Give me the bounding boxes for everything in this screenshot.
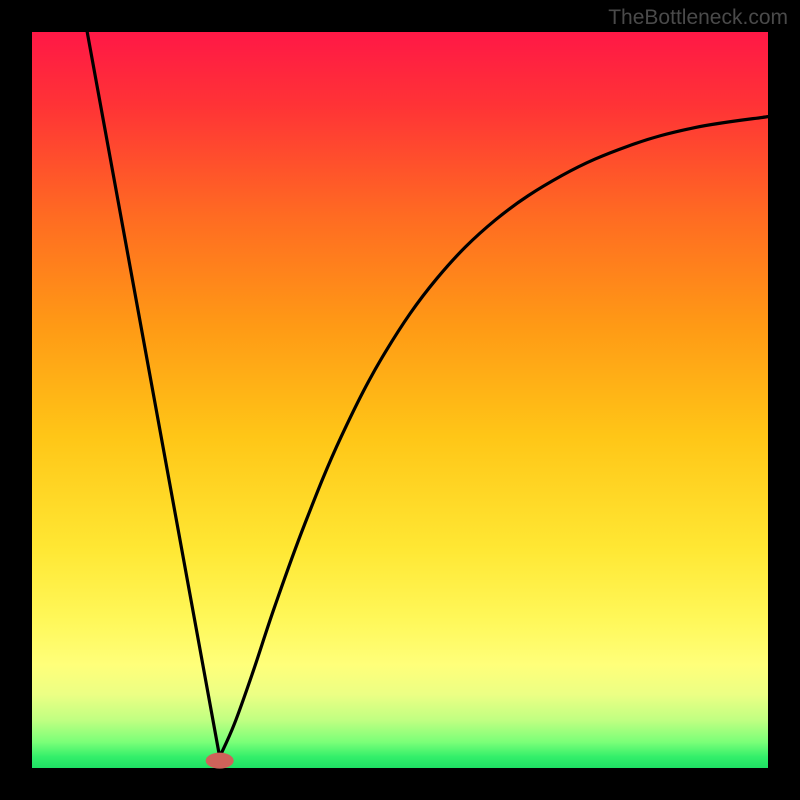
chart-overlay: [32, 32, 768, 768]
bottleneck-curve: [87, 32, 768, 757]
chart-frame: [32, 32, 768, 768]
watermark-text: TheBottleneck.com: [608, 6, 788, 30]
optimal-point-marker: [206, 753, 234, 769]
